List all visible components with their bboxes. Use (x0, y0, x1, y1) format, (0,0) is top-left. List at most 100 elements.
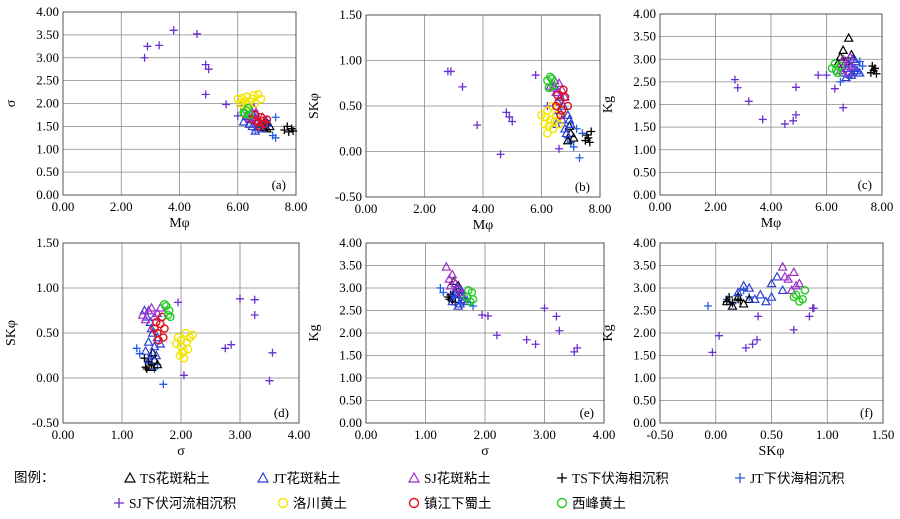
y-tick-label: 2.00 (633, 325, 656, 340)
plot-frame (62, 11, 297, 196)
y-tick-label: 0.50 (633, 164, 656, 179)
data-point (222, 100, 231, 109)
data-point (544, 83, 554, 93)
data-point (570, 347, 579, 356)
data-point (835, 65, 846, 75)
x-axis-label: Mφ (169, 216, 190, 231)
data-point (573, 343, 582, 352)
y-axis-label: σ (4, 99, 19, 107)
data-point (766, 291, 777, 301)
data-point (561, 128, 572, 138)
data-point (141, 363, 150, 372)
data-point (531, 71, 540, 80)
plot-frame (659, 242, 884, 424)
data-point (464, 285, 473, 295)
legend-marker (408, 497, 420, 509)
plot-frame (659, 13, 883, 196)
panel-label: (e) (580, 405, 594, 420)
data-points (436, 261, 582, 356)
data-point (791, 110, 800, 119)
data-point (543, 128, 552, 138)
x-tick-label: 2.00 (170, 427, 193, 442)
data-point (730, 75, 739, 84)
data-point (563, 101, 573, 111)
data-point (473, 121, 482, 130)
data-point (783, 273, 794, 283)
y-tick-label: 4.00 (633, 6, 656, 21)
y-tick-label: 2.00 (633, 97, 656, 112)
data-point (179, 353, 189, 363)
data-point (508, 117, 517, 126)
data-point (177, 348, 187, 358)
data-point (240, 96, 250, 106)
data-point (449, 287, 460, 297)
data-point (800, 285, 810, 295)
legend-marker (114, 498, 124, 508)
y-tick-label: -0.50 (335, 189, 362, 204)
plot-frame (365, 242, 605, 424)
data-point (192, 29, 201, 38)
data-point (522, 335, 531, 344)
data-point (572, 124, 581, 133)
chart-panel-6: -0.50 0.00 0.50 1.00 1.500.000.501.001.502.0… (601, 235, 894, 459)
data-point (744, 294, 755, 304)
data-point (540, 304, 549, 313)
panel-label: (b) (575, 179, 590, 194)
data-point (271, 113, 280, 122)
legend-label: TS下伏海相沉积 (572, 471, 669, 486)
y-tick-label: 2.00 (36, 96, 59, 111)
data-point (152, 307, 163, 317)
x-tick-label: 4.00 (288, 427, 311, 442)
data-point (492, 331, 501, 340)
data-point (446, 67, 455, 76)
x-tick-label: 0.00 (355, 427, 378, 442)
data-point (158, 333, 168, 342)
x-tick-label: 2.00 (474, 427, 497, 442)
y-tick-label: 0.50 (339, 393, 362, 408)
data-point (836, 77, 845, 86)
legend-marker (557, 473, 567, 483)
legend-marker (256, 471, 270, 483)
y-tick-label: 3.00 (633, 51, 656, 66)
data-point (444, 273, 455, 283)
x-tick-label: 0.50 (760, 427, 783, 442)
plot-frame (62, 242, 300, 424)
y-tick-label: 0.00 (36, 370, 59, 385)
data-point (547, 74, 557, 83)
data-point (174, 298, 183, 307)
y-tick-label: 0.00 (339, 144, 362, 159)
data-point (456, 287, 467, 297)
data-point (450, 278, 461, 288)
data-point (543, 102, 552, 110)
x-tick-label: 2.00 (110, 199, 133, 214)
data-point (143, 336, 154, 346)
y-tick-label: 1.00 (339, 53, 362, 68)
data-point (789, 292, 799, 302)
legend-label: 镇江下蜀土 (424, 496, 492, 511)
y-tick-label: 1.50 (339, 348, 362, 363)
chart-panel-1: 0.00 2.00 4.00 6.00 8.00 0.00 0.50 1.00 1.50 2.00… (4, 4, 307, 231)
x-tick-label: 8.00 (871, 199, 894, 214)
legend-label: SJ下伏河流相沉积 (129, 496, 236, 511)
data-point (140, 314, 151, 324)
panel-label: (a) (272, 177, 286, 192)
y-tick-label: 2.50 (339, 303, 362, 318)
data-point (553, 90, 562, 100)
data-point (557, 106, 567, 115)
data-point (582, 131, 591, 140)
data-point (843, 67, 854, 77)
data-point (204, 65, 213, 74)
data-point (791, 290, 801, 300)
x-tick-label: 0.00 (649, 199, 672, 214)
x-tick-label: 8.00 (285, 199, 308, 214)
x-tick-label: 6.00 (530, 201, 553, 216)
data-point (271, 133, 280, 142)
y-tick-label: 2.00 (339, 325, 362, 340)
data-points (730, 32, 881, 128)
data-point (221, 344, 230, 353)
y-tick-label: 1.00 (339, 370, 362, 385)
data-point (777, 285, 788, 295)
data-point (738, 298, 749, 308)
data-point (703, 302, 712, 310)
x-axis-label: σ (481, 444, 489, 459)
